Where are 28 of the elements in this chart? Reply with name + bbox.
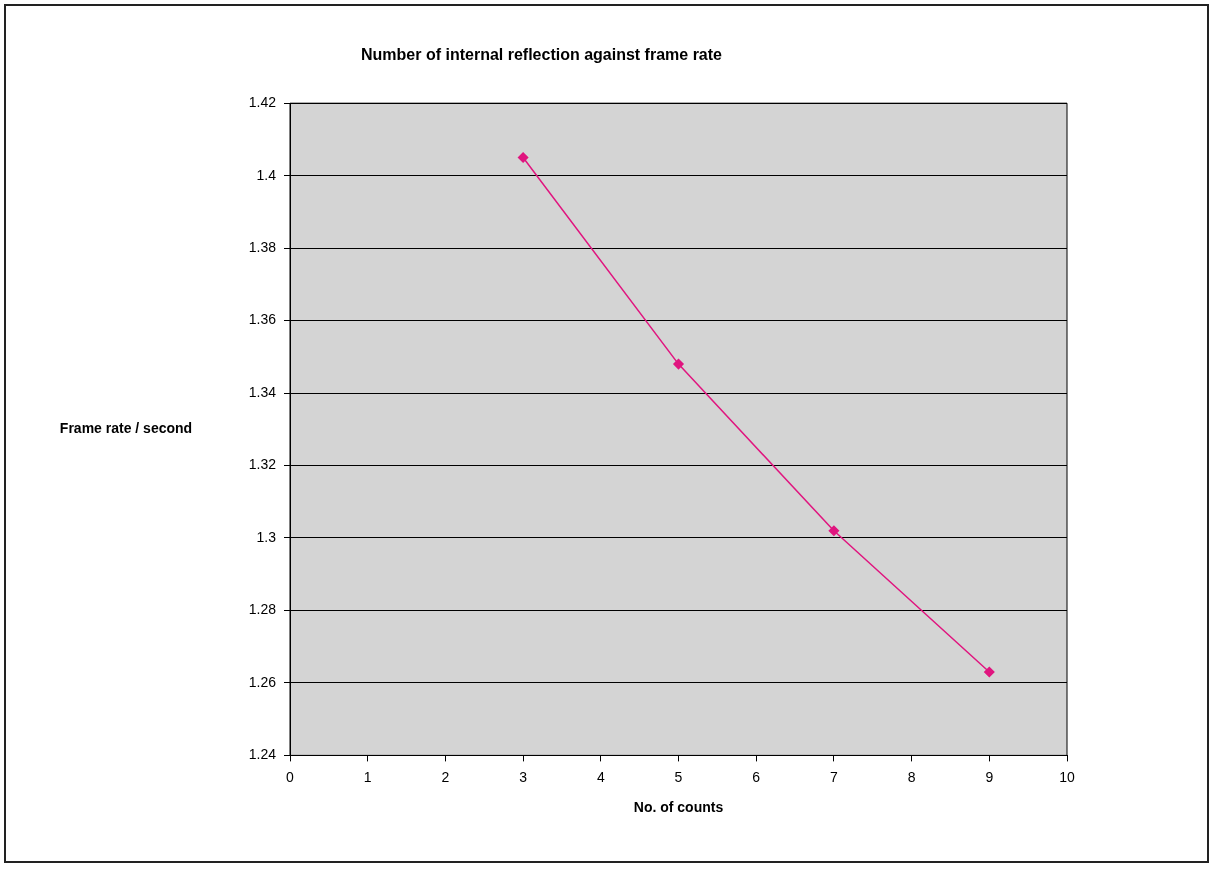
x-tick-label: 10: [1059, 768, 1075, 785]
x-tick-label: 9: [985, 768, 994, 785]
x-tick-label: 1: [363, 768, 372, 785]
y-tick-label: 1.38: [248, 238, 277, 255]
y-axis-title: Frame rate / second: [59, 420, 193, 437]
y-tick-label: 1.3: [256, 528, 277, 545]
point: [984, 666, 995, 678]
x-tick-label: 7: [830, 768, 838, 785]
y-tick-label: 1.28: [248, 601, 277, 618]
x-tick-label: 0: [286, 768, 295, 785]
point: [517, 152, 529, 163]
x-tick-label: 2: [441, 768, 450, 785]
x-tick-label: 3: [519, 768, 528, 785]
y-tick-label: 1.34: [248, 383, 277, 400]
y-tick-label: 1.32: [248, 456, 277, 473]
x-tick-label: 8: [907, 768, 916, 785]
y-tick-label: 1.24: [248, 746, 277, 763]
y-tick-label: 1.36: [248, 311, 277, 328]
y-tick-label: 1.26: [248, 673, 277, 690]
y-tick-label: 1.42: [248, 94, 277, 111]
x-tick-label: 5: [674, 768, 683, 785]
chart-title: Number of internal reflection against frame rate: [361, 46, 723, 64]
point: [673, 358, 684, 370]
point: [828, 525, 840, 536]
x-axis-title: No. of counts: [633, 799, 724, 816]
x-tick-label: 6: [752, 768, 761, 785]
x-tick-label: 4: [596, 768, 605, 785]
y-tick-label: 1.4: [256, 166, 277, 183]
